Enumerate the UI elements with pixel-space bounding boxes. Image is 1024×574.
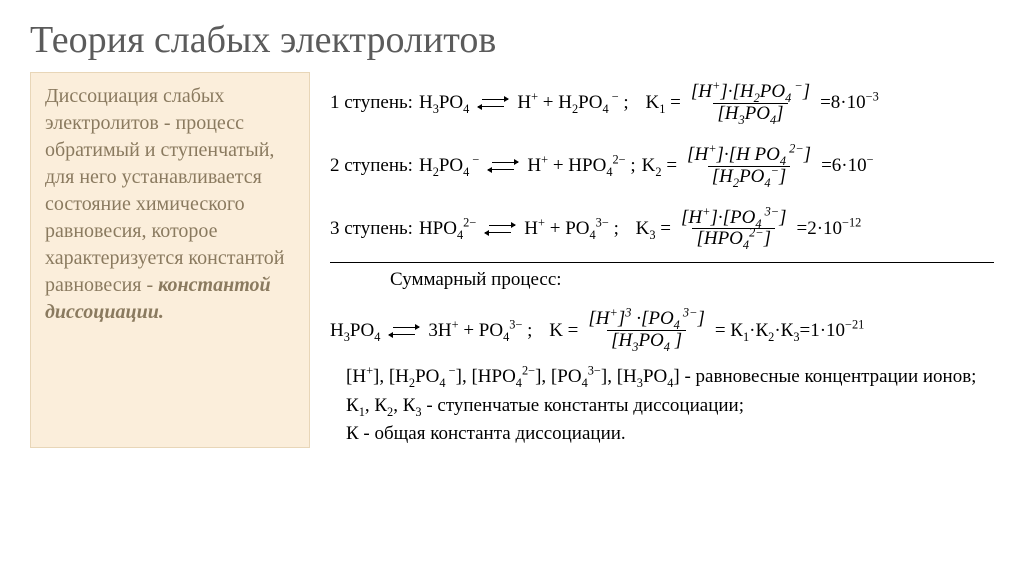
numerator: [H+]3 ·[PO4 3−] [584,309,708,330]
def-line: К - общая константа диссоциации. [346,421,994,448]
step-lhs: H3PO4 [419,92,469,114]
def-line: К1, К2, К3 - ступенчатые константы диссо… [346,393,994,420]
numerator: [H+]·[H PO4 2−] [683,145,815,166]
step-rhs: H+ + HPO42− ; [527,155,635,177]
numerator: [H+]·[PO4 3−] [677,208,791,229]
step-label: 1 ступень: [330,92,413,114]
equilibrium-arrow-icon [488,160,518,172]
fraction: [H+]·[H2PO4 −] [H3PO4] [687,82,814,125]
equilibrium-arrow-icon [485,223,515,235]
divider [330,262,994,263]
step-1-row: 1 ступень: H3PO4 H+ + H2PO4 − ; K1 = [H+… [330,72,994,135]
k-name: K2 = [642,155,677,177]
k-name: K1 = [645,92,680,114]
summary-lhs: H3PO4 [330,320,380,342]
equations-panel: 1 ступень: H3PO4 H+ + H2PO4 − ; K1 = [H+… [330,72,994,448]
k-value: =6·10− [821,155,874,177]
main-layout: Диссоциация слабых электролитов - процес… [30,72,994,448]
fraction: [H+]·[H PO4 2−] [H2PO4−] [683,145,815,188]
k-value: =8·10−3 [820,92,879,114]
page-title: Теория слабых электролитов [30,18,994,62]
def-line: [H+], [H2PO4 −], [HPO42−], [PO43−], [H3P… [346,364,994,391]
denominator: [HPO42−] [692,228,775,250]
sidebar-text: Диссоциация слабых электролитов - процес… [45,85,284,296]
k-value: = К1·К2·К3=1·10−21 [715,320,865,342]
definition-sidebar: Диссоциация слабых электролитов - процес… [30,72,310,448]
fraction: [H+]3 ·[PO4 3−] [H3PO4 ] [584,309,708,352]
fraction: [H+]·[PO4 3−] [HPO42−] [677,208,791,251]
equilibrium-arrow-icon [389,325,419,337]
definitions: [H+], [H2PO4 −], [HPO42−], [PO43−], [H3P… [330,364,994,448]
k-value: =2·10−12 [797,218,862,240]
k-name: K = [549,320,578,342]
step-3-row: 3 ступень: HPO42− H+ + PO43− ; K3 = [H+]… [330,198,994,261]
step-rhs: H+ + PO43− ; [524,218,619,240]
summary-label: Суммарный процесс: [330,269,994,291]
step-lhs: H2PO4 − [419,155,479,177]
step-rhs: H+ + H2PO4 − ; [517,92,628,114]
equilibrium-arrow-icon [478,97,508,109]
summary-rhs: 3H+ + PO43− ; [428,320,532,342]
step-2-row: 2 ступень: H2PO4 − H+ + HPO42− ; K2 = [H… [330,135,994,198]
numerator: [H+]·[H2PO4 −] [687,82,814,103]
denominator: [H3PO4] [713,103,787,125]
k-name: K3 = [636,218,671,240]
step-lhs: HPO42− [419,218,476,240]
summary-row: H3PO4 3H+ + PO43− ; K = [H+]3 ·[PO4 3−] … [330,299,994,362]
denominator: [H3PO4 ] [607,330,686,352]
step-label: 3 ступень: [330,218,413,240]
denominator: [H2PO4−] [708,166,791,188]
step-label: 2 ступень: [330,155,413,177]
